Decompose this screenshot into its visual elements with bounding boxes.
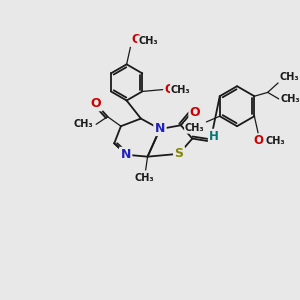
- Text: N: N: [121, 148, 131, 161]
- Text: CH₃: CH₃: [135, 173, 154, 183]
- Text: CH₃: CH₃: [280, 94, 300, 104]
- Text: CH₃: CH₃: [266, 136, 285, 146]
- Text: CH₃: CH₃: [171, 85, 190, 94]
- Text: CH₃: CH₃: [138, 36, 158, 46]
- Text: CH₃: CH₃: [74, 119, 93, 129]
- Text: CH₃: CH₃: [279, 72, 299, 82]
- Text: H: H: [209, 130, 219, 143]
- Text: O: O: [190, 106, 200, 119]
- Text: N: N: [155, 122, 165, 135]
- Text: O: O: [131, 33, 141, 46]
- Text: O: O: [253, 134, 263, 147]
- Text: O: O: [164, 83, 174, 96]
- Text: O: O: [91, 97, 101, 110]
- Text: S: S: [175, 147, 184, 160]
- Text: CH₃: CH₃: [185, 123, 205, 133]
